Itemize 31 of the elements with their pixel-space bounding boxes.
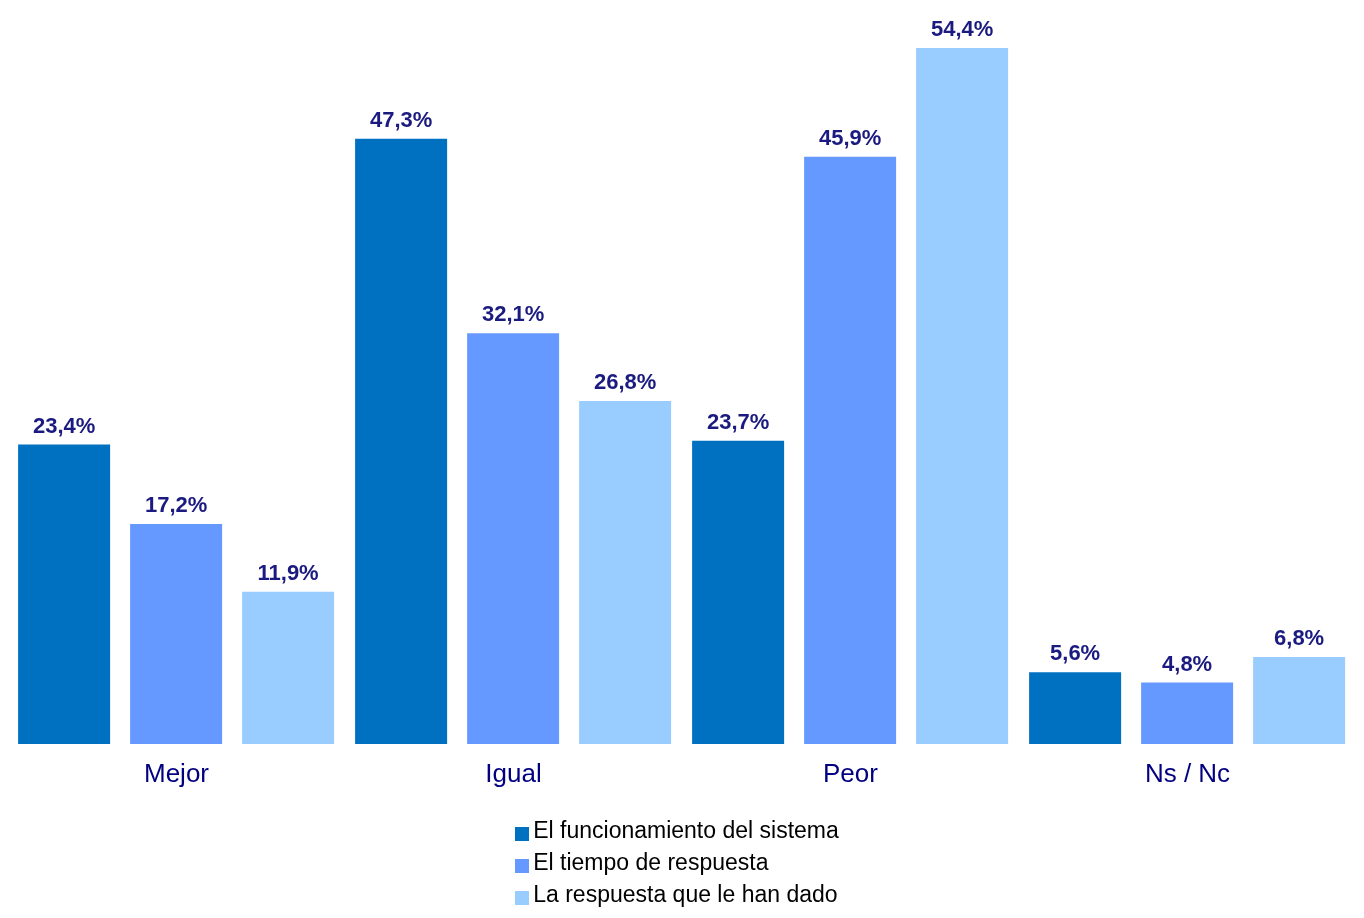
legend-label: El funcionamiento del sistema <box>533 817 839 843</box>
bar <box>242 591 335 744</box>
data-label: 4,8% <box>1162 650 1213 676</box>
x-tick-label: Peor <box>823 758 879 789</box>
data-label: 17,2% <box>144 491 208 517</box>
bar <box>467 333 560 744</box>
data-label: 47,3% <box>369 106 433 132</box>
bar <box>916 48 1009 744</box>
bar <box>579 401 672 744</box>
bar <box>18 444 111 744</box>
x-tick-label: Igual <box>485 758 542 789</box>
bar <box>355 138 448 744</box>
bar <box>130 523 223 744</box>
bar <box>1141 682 1234 744</box>
data-label: 45,9% <box>818 124 882 150</box>
bar <box>1253 657 1346 744</box>
data-label: 6,8% <box>1274 625 1325 650</box>
x-tick-label: Mejor <box>143 758 210 789</box>
bar <box>804 156 897 744</box>
bar <box>1029 672 1122 744</box>
data-label: 23,7% <box>706 408 770 434</box>
x-tick-label: Ns / Nc <box>1144 758 1231 789</box>
legend-label: La respuesta que le han dado <box>533 881 838 907</box>
data-label: 23,4% <box>32 412 96 438</box>
bar <box>692 440 785 744</box>
data-label: 54,4% <box>930 16 994 41</box>
data-label: 32,1% <box>481 301 545 327</box>
data-label: 11,9% <box>257 559 319 585</box>
legend-label: El tiempo de respuesta <box>533 849 769 875</box>
data-label: 5,6% <box>1050 640 1101 666</box>
data-label: 26,8% <box>593 369 657 395</box>
